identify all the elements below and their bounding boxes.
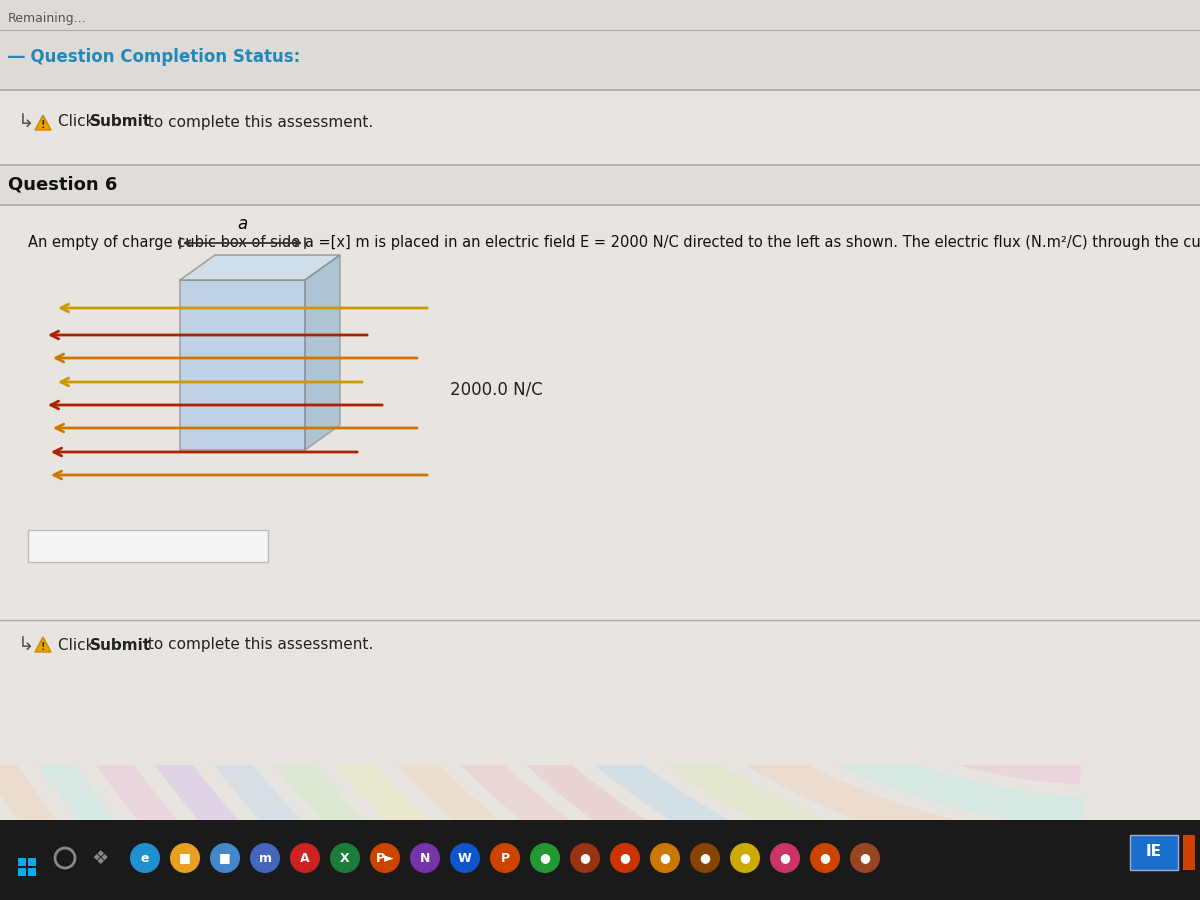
Text: ●: ●: [739, 851, 750, 865]
Text: to complete this assessment.: to complete this assessment.: [143, 114, 373, 130]
Text: Submit: Submit: [90, 114, 151, 130]
Circle shape: [690, 843, 720, 873]
Text: Click: Click: [58, 637, 100, 652]
Text: ●: ●: [619, 851, 630, 865]
Text: !: !: [41, 642, 46, 652]
Text: m: m: [258, 851, 271, 865]
Polygon shape: [305, 255, 340, 450]
Text: ●: ●: [859, 851, 870, 865]
Text: ●: ●: [540, 851, 551, 865]
Circle shape: [290, 843, 320, 873]
Text: Click: Click: [58, 114, 100, 130]
Text: A: A: [300, 851, 310, 865]
Bar: [0, 165, 1200, 205]
Circle shape: [250, 843, 280, 873]
Text: 2000.0 N/C: 2000.0 N/C: [450, 381, 542, 399]
Bar: [1130, 835, 1178, 870]
Bar: [1183, 835, 1195, 870]
Bar: [0, 0, 1200, 90]
Circle shape: [370, 843, 400, 873]
Circle shape: [850, 843, 880, 873]
Bar: [28, 530, 268, 562]
Text: ― Question Completion Status:: ― Question Completion Status:: [8, 48, 300, 66]
Circle shape: [570, 843, 600, 873]
Bar: [180, 280, 305, 450]
Circle shape: [730, 843, 760, 873]
Text: ↳: ↳: [18, 635, 35, 654]
Text: Submit: Submit: [90, 637, 151, 652]
Text: P: P: [500, 851, 510, 865]
Text: IE: IE: [1146, 844, 1162, 860]
Circle shape: [130, 843, 160, 873]
Circle shape: [610, 843, 640, 873]
Circle shape: [810, 843, 840, 873]
Text: ●: ●: [820, 851, 830, 865]
Circle shape: [530, 843, 560, 873]
Text: ■: ■: [220, 851, 230, 865]
Text: X: X: [340, 851, 350, 865]
Text: Question 6: Question 6: [8, 176, 118, 194]
Bar: [18, 868, 26, 876]
Text: ●: ●: [700, 851, 710, 865]
Bar: [0, 205, 1200, 765]
Text: ●: ●: [780, 851, 791, 865]
Bar: [18, 858, 26, 866]
Text: to complete this assessment.: to complete this assessment.: [143, 637, 373, 652]
Bar: [0, 90, 1200, 165]
Bar: [0, 820, 1200, 900]
Polygon shape: [35, 115, 50, 130]
Text: a: a: [238, 215, 247, 233]
Text: ●: ●: [580, 851, 590, 865]
Circle shape: [490, 843, 520, 873]
Bar: [28, 868, 36, 876]
Text: ↳: ↳: [18, 112, 35, 131]
Text: N: N: [420, 851, 430, 865]
Text: ●: ●: [660, 851, 671, 865]
Text: !: !: [41, 120, 46, 130]
Polygon shape: [35, 637, 50, 652]
Polygon shape: [180, 255, 340, 280]
Circle shape: [770, 843, 800, 873]
Text: ■: ■: [179, 851, 191, 865]
Circle shape: [650, 843, 680, 873]
Circle shape: [450, 843, 480, 873]
Text: Remaining...: Remaining...: [8, 12, 86, 25]
Text: An empty of charge cubic box of side a =[x] m is placed in an electric field E =: An empty of charge cubic box of side a =…: [28, 235, 1200, 250]
Circle shape: [330, 843, 360, 873]
Circle shape: [170, 843, 200, 873]
Circle shape: [410, 843, 440, 873]
Bar: [28, 858, 36, 866]
Circle shape: [210, 843, 240, 873]
Text: e: e: [140, 851, 149, 865]
Text: P►: P►: [376, 851, 395, 865]
Text: ❖: ❖: [91, 849, 109, 868]
Text: W: W: [458, 851, 472, 865]
